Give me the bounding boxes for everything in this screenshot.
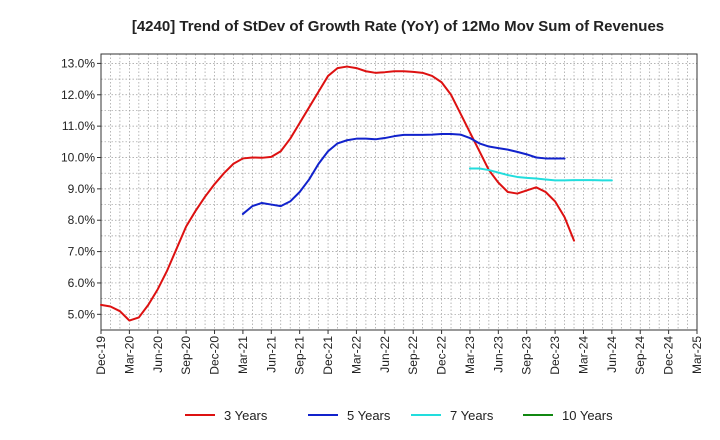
x-tick-label: Sep-24 <box>633 336 647 375</box>
x-tick-label: Jun-22 <box>378 336 392 373</box>
series-line-7-years <box>468 167 613 182</box>
x-tick-label: Sep-23 <box>520 336 534 375</box>
x-tick-label: Dec-20 <box>208 336 222 375</box>
y-tick-label: 13.0% <box>61 56 95 70</box>
x-tick-label: Jun-21 <box>264 336 278 373</box>
legend-label-5-years: 5 Years <box>347 408 391 423</box>
x-tick-label: Sep-20 <box>179 336 193 375</box>
series-lines <box>100 65 613 322</box>
y-tick-label: 11.0% <box>62 119 95 133</box>
y-tick-label: 8.0% <box>68 213 96 227</box>
x-tick-label: Sep-21 <box>293 336 307 375</box>
series-line-5-years <box>241 132 566 215</box>
x-tick-label: Dec-24 <box>662 336 676 375</box>
legend-label-3-years: 3 Years <box>224 408 268 423</box>
x-tick-label: Dec-21 <box>321 336 335 375</box>
x-tick-label: Dec-22 <box>435 336 449 375</box>
x-tick-label: Mar-20 <box>122 336 136 374</box>
x-tick-label: Mar-22 <box>349 336 363 374</box>
x-tick-label: Jun-20 <box>151 336 165 373</box>
plot-frame <box>100 53 698 331</box>
y-tick-label: 6.0% <box>68 276 96 290</box>
y-tick-label: 10.0% <box>61 151 95 165</box>
legend-label-7-years: 7 Years <box>450 408 494 423</box>
series-line-3-years <box>100 65 576 322</box>
x-tick-label: Mar-23 <box>463 336 477 374</box>
x-tick-label: Mar-25 <box>690 336 704 374</box>
x-tick-label: Jun-23 <box>491 336 505 373</box>
x-tick-label: Dec-19 <box>94 336 108 375</box>
y-tick-label: 7.0% <box>68 245 96 259</box>
y-tick-label: 5.0% <box>68 307 96 321</box>
x-tick-label: Sep-22 <box>406 336 420 375</box>
legend-label-10-years: 10 Years <box>562 408 613 423</box>
chart-title: [4240] Trend of StDev of Growth Rate (Yo… <box>132 18 664 35</box>
x-tick-label: Mar-24 <box>576 336 590 374</box>
axes: 5.0% 6.0% 7.0% 8.0% 9.0% 10.0% 11.0% 12.0% 13.0%… <box>61 53 704 375</box>
x-tick-label: Mar-21 <box>236 336 250 374</box>
x-tick-label: Jun-24 <box>605 336 619 373</box>
x-tick-label: Dec-23 <box>548 336 562 375</box>
y-tick-label: 9.0% <box>68 182 96 196</box>
y-tick-label: 12.0% <box>61 88 95 102</box>
legend: 3 Years 5 Years 7 Years 10 Years <box>185 408 613 423</box>
grid-lines <box>101 54 697 331</box>
